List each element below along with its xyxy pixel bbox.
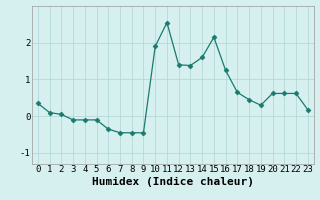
X-axis label: Humidex (Indice chaleur): Humidex (Indice chaleur)	[92, 177, 254, 187]
